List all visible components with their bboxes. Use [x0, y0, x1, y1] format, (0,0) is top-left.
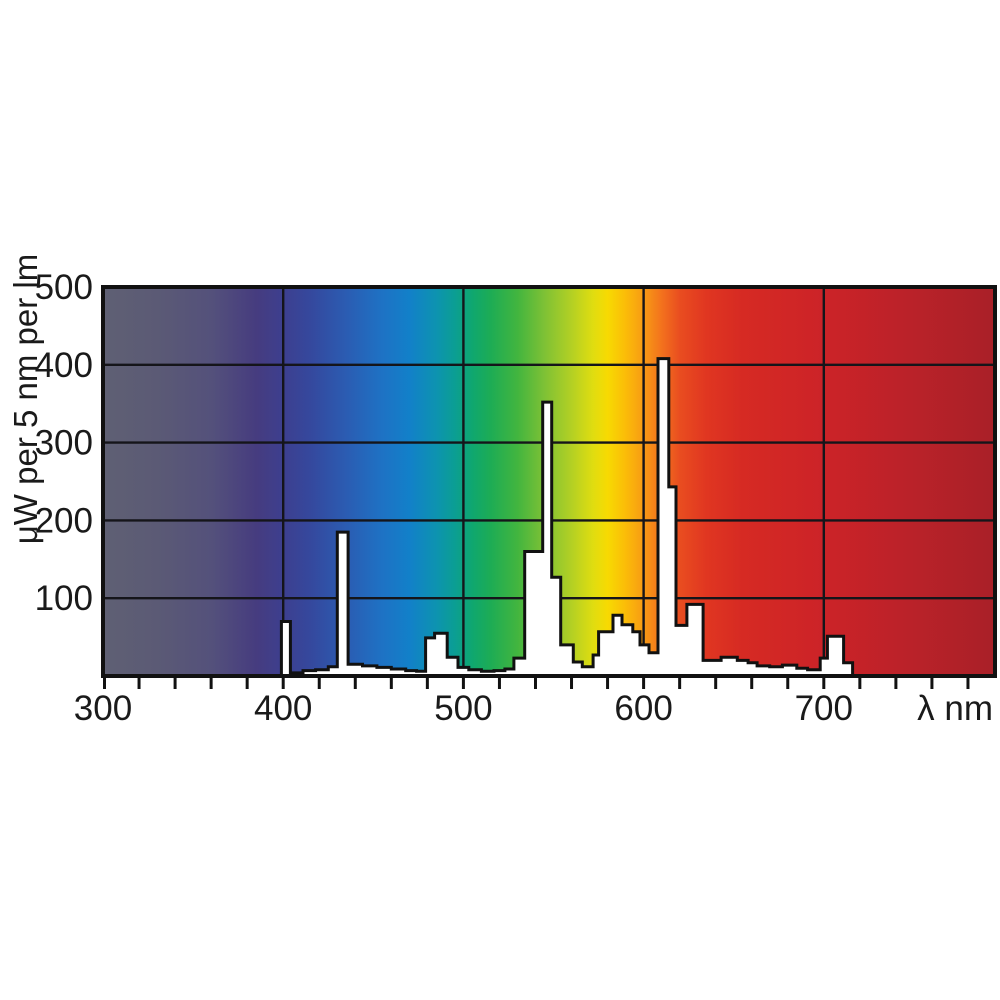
x-tick-label: 700: [795, 689, 853, 728]
y-tick-label: 500: [35, 268, 93, 307]
x-tick-label: 300: [74, 689, 132, 728]
x-axis-unit-label: λ nm: [917, 689, 993, 728]
y-tick-label: 300: [35, 424, 93, 463]
spd-curve-outline: [103, 357, 995, 678]
y-axis-title: μW per 5 nm per lm: [7, 253, 44, 545]
y-tick-label: 400: [35, 346, 93, 385]
y-tick-label: 200: [35, 501, 93, 540]
spd-curve-fill: [103, 358, 995, 676]
y-tick-label: 100: [35, 579, 93, 618]
plot-border: [101, 285, 997, 678]
x-tick-label: 400: [254, 689, 312, 728]
x-tick-label: 500: [434, 689, 492, 728]
x-tick-label: 600: [614, 689, 672, 728]
